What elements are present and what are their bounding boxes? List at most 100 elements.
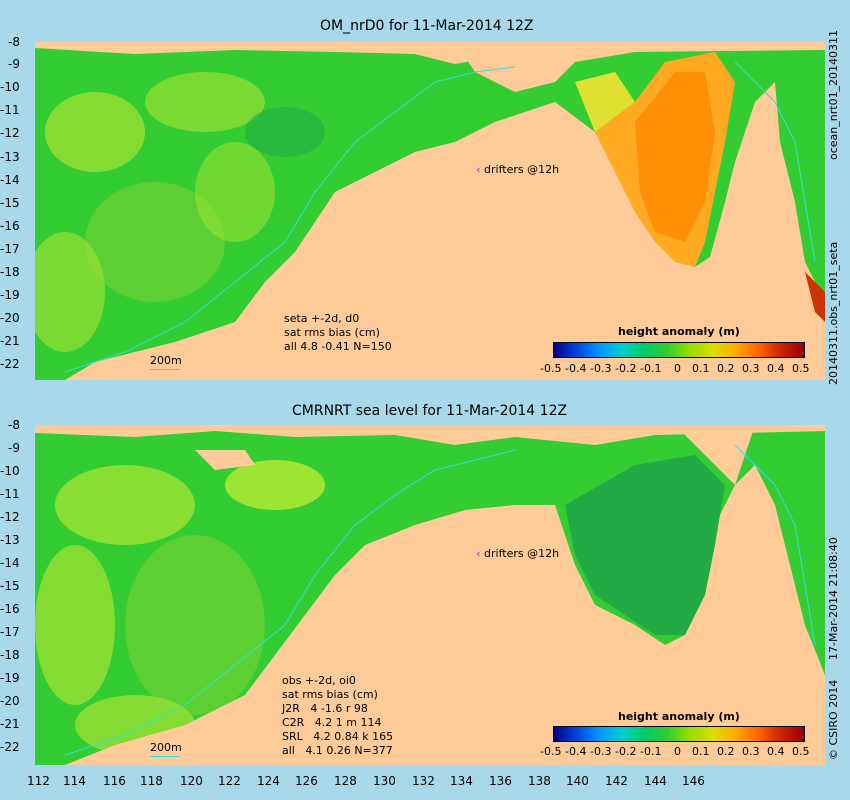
lon-tick: 114 bbox=[63, 774, 86, 788]
lat-tick: -21 bbox=[0, 334, 20, 348]
lat-tick: -22 bbox=[0, 357, 20, 371]
lat-tick: -9 bbox=[8, 441, 20, 455]
lon-tick: 124 bbox=[257, 774, 280, 788]
lat-tick: -10 bbox=[0, 80, 20, 94]
lat-tick: -13 bbox=[0, 150, 20, 164]
lat-tick: -18 bbox=[0, 648, 20, 662]
lat-tick: -17 bbox=[0, 242, 20, 256]
lat-tick: -12 bbox=[0, 126, 20, 140]
lon-tick: 140 bbox=[566, 774, 589, 788]
colorbar-label: 0.5 bbox=[792, 362, 810, 375]
panel2-scale-line bbox=[150, 756, 180, 757]
panel1-scale-label: 200m bbox=[150, 354, 182, 367]
drifter-marker-icon: ‹ bbox=[476, 163, 481, 176]
lat-tick: -21 bbox=[0, 717, 20, 731]
lat-tick: -20 bbox=[0, 694, 20, 708]
lat-tick: -14 bbox=[0, 173, 20, 187]
lat-tick: -8 bbox=[8, 418, 20, 432]
lon-tick: 146 bbox=[682, 774, 705, 788]
panel1-title: OM_nrD0 for 11-Mar-2014 12Z bbox=[320, 18, 534, 34]
colorbar-label: 0.2 bbox=[717, 362, 735, 375]
panel2-note-2: sat rms bias (cm) bbox=[282, 688, 378, 701]
panel1-right-label2: 20140311.obs_nrt01_seta bbox=[827, 241, 840, 385]
lat-tick: -12 bbox=[0, 510, 20, 524]
lat-tick: -19 bbox=[0, 288, 20, 302]
panel2-right-label: 17-Mar-2014 21:08:40 bbox=[827, 537, 840, 660]
lon-tick: 126 bbox=[295, 774, 318, 788]
colorbar-label: -0.5 bbox=[540, 362, 562, 375]
colorbar-label: -0.1 bbox=[640, 745, 662, 758]
lat-tick: -14 bbox=[0, 556, 20, 570]
lat-tick: -17 bbox=[0, 625, 20, 639]
colorbar-label: 0.2 bbox=[717, 745, 735, 758]
panel2-note-4: C2R 4.2 1 m 114 bbox=[282, 716, 382, 729]
colorbar-label: 0.1 bbox=[692, 745, 710, 758]
panel2-colorbar bbox=[553, 726, 805, 742]
colorbar-label: -0.5 bbox=[540, 745, 562, 758]
lat-tick: -10 bbox=[0, 464, 20, 478]
lat-tick: -20 bbox=[0, 311, 20, 325]
panel2-note-1: obs +-2d, oi0 bbox=[282, 674, 356, 687]
panel1-drifters-legend: ‹ drifters @12h bbox=[476, 163, 559, 176]
colorbar-label: -0.3 bbox=[590, 362, 612, 375]
colorbar-label: 0.5 bbox=[792, 745, 810, 758]
lon-tick: 112 bbox=[27, 774, 50, 788]
lon-tick: 130 bbox=[373, 774, 396, 788]
panel1-note-1: seta +-2d, d0 bbox=[284, 312, 360, 325]
panel2-scale-label: 200m bbox=[150, 741, 182, 754]
panel2-drifters-legend: ‹ drifters @12h bbox=[476, 547, 559, 560]
colorbar-label: -0.4 bbox=[565, 362, 587, 375]
colorbar-label: 0 bbox=[674, 745, 681, 758]
panel1-scale-line bbox=[150, 369, 180, 370]
lat-tick: -16 bbox=[0, 602, 20, 616]
colorbar-label: -0.3 bbox=[590, 745, 612, 758]
drifters-label: drifters @12h bbox=[484, 547, 560, 560]
lat-tick: -16 bbox=[0, 219, 20, 233]
colorbar-label: 0.1 bbox=[692, 362, 710, 375]
lat-tick: -11 bbox=[0, 103, 20, 117]
lon-tick: 122 bbox=[218, 774, 241, 788]
panel1-map bbox=[35, 42, 825, 380]
lat-tick: -18 bbox=[0, 265, 20, 279]
lon-tick: 116 bbox=[103, 774, 126, 788]
lon-tick: 136 bbox=[489, 774, 512, 788]
panel2-note-6: all 4.1 0.26 N=377 bbox=[282, 744, 393, 757]
drifters-label: drifters @12h bbox=[484, 163, 560, 176]
colorbar-label: -0.1 bbox=[640, 362, 662, 375]
panel2-colorbar-title: height anomaly (m) bbox=[618, 710, 740, 723]
lon-tick: 120 bbox=[180, 774, 203, 788]
colorbar-label: 0.4 bbox=[767, 362, 785, 375]
lon-tick: 138 bbox=[528, 774, 551, 788]
panel2-note-3: J2R 4 -1.6 r 98 bbox=[282, 702, 368, 715]
panel2-title: CMRNRT sea level for 11-Mar-2014 12Z bbox=[292, 403, 568, 419]
drifter-marker-icon: ‹ bbox=[476, 547, 481, 560]
lat-tick: -11 bbox=[0, 487, 20, 501]
panel1-colorbar-title: height anomaly (m) bbox=[618, 325, 740, 338]
colorbar-label: 0.3 bbox=[742, 362, 760, 375]
panel1-right-label: ocean_nrt01_20140311 bbox=[827, 29, 840, 160]
panel1-note-2: sat rms bias (cm) bbox=[284, 326, 380, 339]
lat-tick: -15 bbox=[0, 196, 20, 210]
lon-tick: 144 bbox=[644, 774, 667, 788]
panel2-note-5: SRL 4.2 0.84 k 165 bbox=[282, 730, 394, 743]
lon-tick: 134 bbox=[450, 774, 473, 788]
colorbar-label: -0.2 bbox=[615, 362, 637, 375]
panel1-note-3: all 4.8 -0.41 N=150 bbox=[284, 340, 392, 353]
lat-tick: -15 bbox=[0, 579, 20, 593]
lat-tick: -22 bbox=[0, 740, 20, 754]
lat-tick: -19 bbox=[0, 671, 20, 685]
panel1-colorbar bbox=[553, 342, 805, 358]
lat-tick: -13 bbox=[0, 533, 20, 547]
lon-tick: 118 bbox=[140, 774, 163, 788]
lon-tick: 132 bbox=[412, 774, 435, 788]
colorbar-label: -0.4 bbox=[565, 745, 587, 758]
lat-tick: -8 bbox=[8, 35, 20, 49]
panel2-right-label2: © CSIRO 2014 bbox=[827, 679, 840, 760]
colorbar-label: 0 bbox=[674, 362, 681, 375]
colorbar-label: 0.4 bbox=[767, 745, 785, 758]
panel2-map bbox=[35, 425, 825, 765]
colorbar-label: 0.3 bbox=[742, 745, 760, 758]
lon-tick: 128 bbox=[334, 774, 357, 788]
colorbar-label: -0.2 bbox=[615, 745, 637, 758]
lon-tick: 142 bbox=[605, 774, 628, 788]
